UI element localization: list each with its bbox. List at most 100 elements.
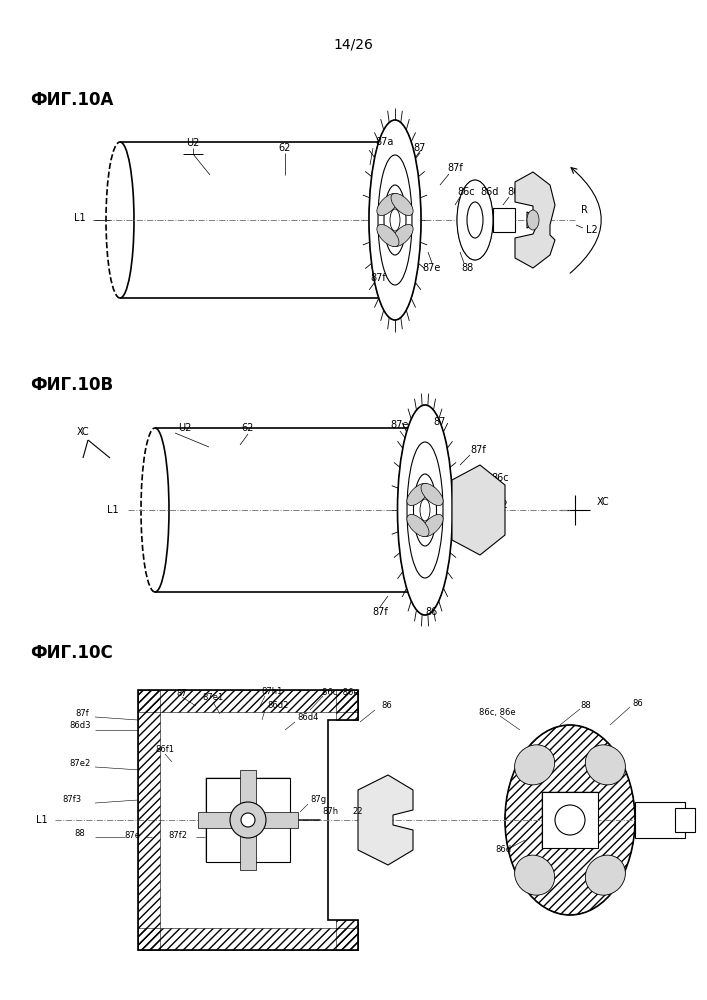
Text: 86f1: 86f1	[156, 746, 175, 754]
Polygon shape	[240, 770, 256, 820]
Bar	[138, 928, 358, 950]
Text: 86: 86	[426, 607, 438, 617]
Text: 14/26: 14/26	[333, 38, 373, 52]
Ellipse shape	[414, 474, 436, 546]
Bar	[336, 690, 358, 720]
Text: 86d2: 86d2	[267, 702, 288, 710]
Bar	[206, 778, 290, 862]
Text: 87: 87	[434, 417, 446, 427]
Text: 88: 88	[75, 828, 86, 838]
Bar	[138, 690, 358, 712]
Bar	[120, 142, 390, 298]
Ellipse shape	[515, 855, 555, 895]
Ellipse shape	[420, 499, 430, 521]
Text: XC: XC	[76, 427, 89, 437]
Ellipse shape	[585, 745, 626, 785]
Text: 86d4: 86d4	[298, 714, 319, 722]
Bar	[635, 802, 685, 838]
Text: 62: 62	[242, 423, 255, 433]
Ellipse shape	[457, 180, 493, 260]
Text: 87h: 87h	[322, 808, 338, 816]
Ellipse shape	[585, 855, 626, 895]
Text: R: R	[580, 205, 588, 215]
Bar	[542, 792, 598, 848]
Text: 87e: 87e	[423, 263, 441, 273]
Ellipse shape	[515, 745, 555, 785]
Text: 22: 22	[353, 808, 363, 816]
Text: 87f: 87f	[470, 445, 486, 455]
Ellipse shape	[407, 514, 429, 537]
Text: L1: L1	[74, 213, 86, 223]
Ellipse shape	[421, 483, 443, 506]
Text: 86: 86	[507, 187, 519, 197]
Polygon shape	[515, 172, 555, 268]
Text: 87f3: 87f3	[62, 796, 81, 804]
Polygon shape	[138, 690, 358, 950]
Text: 87h1: 87h1	[262, 688, 283, 696]
Ellipse shape	[230, 802, 266, 838]
Text: 86d: 86d	[495, 846, 511, 854]
Text: 87e: 87e	[124, 830, 140, 840]
Text: 86c: 86c	[457, 187, 475, 197]
Polygon shape	[452, 465, 505, 555]
Text: 86d: 86d	[481, 187, 499, 197]
Text: 87g: 87g	[310, 796, 326, 804]
Text: 86: 86	[382, 702, 392, 710]
Text: 87h1: 87h1	[211, 838, 233, 846]
Polygon shape	[358, 775, 413, 865]
Ellipse shape	[555, 805, 585, 835]
Bar	[542, 792, 598, 848]
Text: 87: 87	[414, 143, 426, 153]
Ellipse shape	[397, 405, 452, 615]
Polygon shape	[198, 812, 248, 828]
Text: L2: L2	[683, 815, 695, 825]
Ellipse shape	[369, 120, 421, 320]
Bar	[336, 920, 358, 950]
Text: 86d3: 86d3	[69, 722, 90, 730]
Text: L2: L2	[496, 500, 508, 510]
Text: 87e2: 87e2	[69, 758, 90, 768]
Ellipse shape	[384, 185, 406, 255]
Text: 87z3: 87z3	[575, 840, 596, 850]
Text: 87f: 87f	[447, 163, 463, 173]
Ellipse shape	[407, 483, 429, 506]
Text: L2: L2	[586, 225, 598, 235]
Text: ФИГ.10C: ФИГ.10C	[30, 644, 112, 662]
Text: 87a: 87a	[376, 137, 395, 147]
Text: 88: 88	[580, 700, 591, 710]
Text: 62: 62	[279, 143, 291, 153]
Text: 87e: 87e	[391, 420, 409, 430]
Text: 86d1: 86d1	[257, 830, 279, 840]
Text: U2: U2	[187, 138, 199, 148]
Bar	[206, 778, 290, 862]
Text: 87f: 87f	[370, 273, 386, 283]
Bar	[493, 208, 515, 232]
Ellipse shape	[390, 209, 400, 231]
Text: L1: L1	[107, 505, 119, 515]
Text: 87: 87	[177, 688, 187, 698]
Text: ФИГ.10B: ФИГ.10B	[30, 376, 113, 394]
Text: 86c: 86c	[491, 473, 509, 483]
Ellipse shape	[391, 224, 413, 247]
Text: 87f2: 87f2	[168, 830, 187, 840]
Text: 87e1: 87e1	[202, 694, 223, 702]
Ellipse shape	[421, 514, 443, 537]
Text: 86: 86	[633, 698, 643, 708]
Polygon shape	[240, 820, 256, 870]
Text: 88: 88	[461, 263, 473, 273]
Text: L1: L1	[36, 815, 48, 825]
Ellipse shape	[377, 193, 399, 216]
Polygon shape	[248, 812, 298, 828]
Text: 87f: 87f	[75, 708, 89, 718]
Ellipse shape	[391, 193, 413, 216]
Text: XC: XC	[597, 497, 609, 507]
Text: 86c, 86e: 86c, 86e	[322, 688, 358, 696]
Ellipse shape	[241, 813, 255, 827]
Ellipse shape	[527, 210, 539, 230]
Bar	[138, 690, 160, 950]
Ellipse shape	[377, 224, 399, 247]
Ellipse shape	[505, 725, 635, 915]
Text: 86c, 86e: 86c, 86e	[479, 708, 515, 716]
Text: 87f: 87f	[372, 607, 388, 617]
Text: ФИГ.10A: ФИГ.10A	[30, 91, 113, 109]
